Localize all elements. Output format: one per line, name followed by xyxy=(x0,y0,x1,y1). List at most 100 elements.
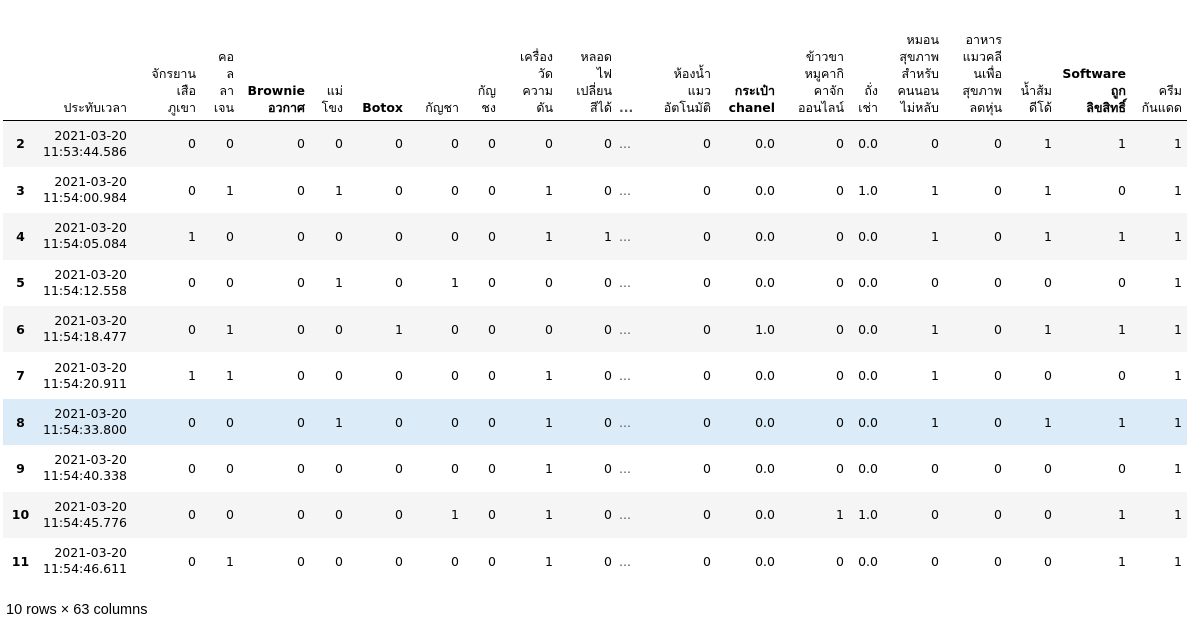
table-cell: 1 xyxy=(1118,136,1126,152)
dataframe-shape-summary: 10 rows × 63 columns xyxy=(6,602,148,618)
table-cell: 0 xyxy=(395,136,403,152)
table-cell: 0 xyxy=(451,321,459,337)
table-cell: 0 xyxy=(226,136,234,152)
table-cell: 1 xyxy=(335,275,343,291)
table-cell: 0 xyxy=(297,507,305,523)
dataframe-table: ประทับเวลา จักรยาน เสือ ภูเขา คอ ล ลา เจ… xyxy=(3,28,1187,585)
table-cell: 0 xyxy=(226,275,234,291)
table-cell: 0 xyxy=(395,368,403,384)
table-cell: 1 xyxy=(1118,414,1126,430)
table-cell: 0 xyxy=(488,275,496,291)
table-row[interactable]: 11 2021-03-20 11:54:46.611 0 1 0 0 0 0 0 1 0... 0 0.… xyxy=(3,538,1187,585)
table-cell: 0 xyxy=(488,507,496,523)
table-cell: 1 xyxy=(451,275,459,291)
column-header: ถั่ง เช่า xyxy=(849,28,883,121)
row-index: 10 xyxy=(11,507,30,523)
table-row[interactable]: 10 2021-03-20 11:54:45.776 0 0 0 0 0 1 0 1 0... 0 0.… xyxy=(3,491,1187,539)
ellipsis-cell: ... xyxy=(619,182,631,198)
table-cell: 0 xyxy=(188,182,196,198)
column-header: น้ำส้ม ดีโด้ xyxy=(1007,28,1057,121)
table-cell: 0 xyxy=(451,414,459,430)
table-cell: 1 xyxy=(226,553,234,569)
table-cell: 0 xyxy=(545,321,553,337)
table-cell: 1 xyxy=(1044,321,1052,337)
ellipsis-cell: ... xyxy=(619,553,631,569)
table-cell: 0 xyxy=(836,228,844,244)
table-cell: 0 xyxy=(451,368,459,384)
table-cell: 0.0 xyxy=(755,460,775,476)
table-cell: 0.0 xyxy=(755,368,775,384)
column-header: คอ ล ลา เจน xyxy=(201,28,239,121)
table-cell: 1 xyxy=(1174,228,1182,244)
table-row[interactable]: 9 2021-03-20 11:54:40.338 0 0 0 0 0 0 0 1 0... 0 0.0… xyxy=(3,445,1187,492)
table-cell: 1 xyxy=(1118,553,1126,569)
table-cell: 0 xyxy=(297,368,305,384)
table-cell: 0 xyxy=(703,136,711,152)
table-cell: 0 xyxy=(703,507,711,523)
column-header: เครื่อง วัด ความ ดัน xyxy=(501,28,558,121)
table-row[interactable]: 4 2021-03-20 11:54:05.084 1 0 0 0 0 0 0 1 1... 0 0.0… xyxy=(3,213,1187,260)
table-cell: 0 xyxy=(604,414,612,430)
table-cell: 0 xyxy=(545,275,553,291)
row-index: 2 xyxy=(16,136,25,152)
table-cell: 0 xyxy=(703,228,711,244)
table-row[interactable]: 7 2021-03-20 11:54:20.911 1 1 0 0 0 0 0 1 0... 0 0.0… xyxy=(3,352,1187,399)
table-cell: 1 xyxy=(1118,228,1126,244)
row-index: 5 xyxy=(16,275,25,291)
table-cell: 0 xyxy=(604,368,612,384)
table-cell: 0 xyxy=(335,228,343,244)
column-header: ห้องน้ำ แมว อัตโนมัติ xyxy=(645,28,716,121)
table-cell: 0 xyxy=(335,553,343,569)
table-cell: 1 xyxy=(545,182,553,198)
table-cell: 1 xyxy=(545,553,553,569)
timestamp-cell: 2021-03-20 11:54:45.776 xyxy=(43,498,127,530)
column-header: หมอน สุขภาพ สำหรับ คนนอน ไม่หลับ xyxy=(883,28,944,121)
timestamp-cell: 2021-03-20 11:54:40.338 xyxy=(43,452,127,484)
table-cell: 1 xyxy=(1174,507,1182,523)
table-cell: 1 xyxy=(1118,507,1126,523)
table-row[interactable]: 2 2021-03-20 11:53:44.586 0 0 0 0 0 0 0 0 0... 0 0.0… xyxy=(3,120,1187,167)
table-cell: 0 xyxy=(703,460,711,476)
table-cell: 1 xyxy=(1044,136,1052,152)
row-index: 11 xyxy=(11,553,30,569)
table-row[interactable]: 8 2021-03-20 11:54:33.800 0 0 0 1 0 0 0 1 0... 0 0.0… xyxy=(3,398,1187,446)
table-cell: 0 xyxy=(836,136,844,152)
table-cell: 0 xyxy=(994,321,1002,337)
table-cell: 0 xyxy=(836,553,844,569)
table-cell: 0 xyxy=(226,460,234,476)
row-index: 6 xyxy=(16,321,25,337)
column-header: หลอด ไฟ เปลี่ยน สีได้ xyxy=(558,28,617,121)
column-header: Brownie อวกาศ xyxy=(239,28,310,121)
table-cell: 0 xyxy=(395,414,403,430)
table-cell: 0 xyxy=(226,228,234,244)
table-row[interactable]: 3 2021-03-20 11:54:00.984 0 1 0 1 0 0 0 1 0... 0 0.0… xyxy=(3,166,1187,214)
table-cell: 0 xyxy=(994,414,1002,430)
table-cell: 1 xyxy=(226,368,234,384)
table-header: ประทับเวลา จักรยาน เสือ ภูเขา คอ ล ลา เจ… xyxy=(3,28,1187,121)
table-row[interactable]: 5 2021-03-20 11:54:12.558 0 0 0 1 0 1 0 0 0... 0 0.0… xyxy=(3,259,1187,307)
table-cell: 0.0 xyxy=(755,553,775,569)
table-cell: 0.0 xyxy=(858,460,878,476)
table-cell: 1 xyxy=(451,507,459,523)
column-header: ครีม กันแดด xyxy=(1131,28,1187,121)
table-cell: 0 xyxy=(836,275,844,291)
table-cell: 0 xyxy=(395,228,403,244)
timestamp-cell: 2021-03-20 11:54:18.477 xyxy=(43,313,127,345)
table-cell: 0 xyxy=(297,460,305,476)
table-cell: 0 xyxy=(604,136,612,152)
table-cell: 0 xyxy=(1044,275,1052,291)
table-cell: 0 xyxy=(703,275,711,291)
table-cell: 0 xyxy=(451,136,459,152)
ellipsis-cell: ... xyxy=(619,368,631,384)
column-header: จักรยาน เสือ ภูเขา xyxy=(132,28,201,121)
ellipsis-cell: ... xyxy=(619,507,631,523)
table-cell: 0.0 xyxy=(755,182,775,198)
table-cell: 0 xyxy=(488,321,496,337)
table-cell: 0 xyxy=(297,228,305,244)
table-cell: 1 xyxy=(1118,321,1126,337)
table-cell: 1 xyxy=(931,321,939,337)
column-header: Botox xyxy=(348,28,408,121)
table-cell: 0 xyxy=(335,460,343,476)
table-row[interactable]: 6 2021-03-20 11:54:18.477 0 1 0 0 1 0 0 0 0... 0 1.0… xyxy=(3,306,1187,353)
table-cell: 0.0 xyxy=(858,321,878,337)
